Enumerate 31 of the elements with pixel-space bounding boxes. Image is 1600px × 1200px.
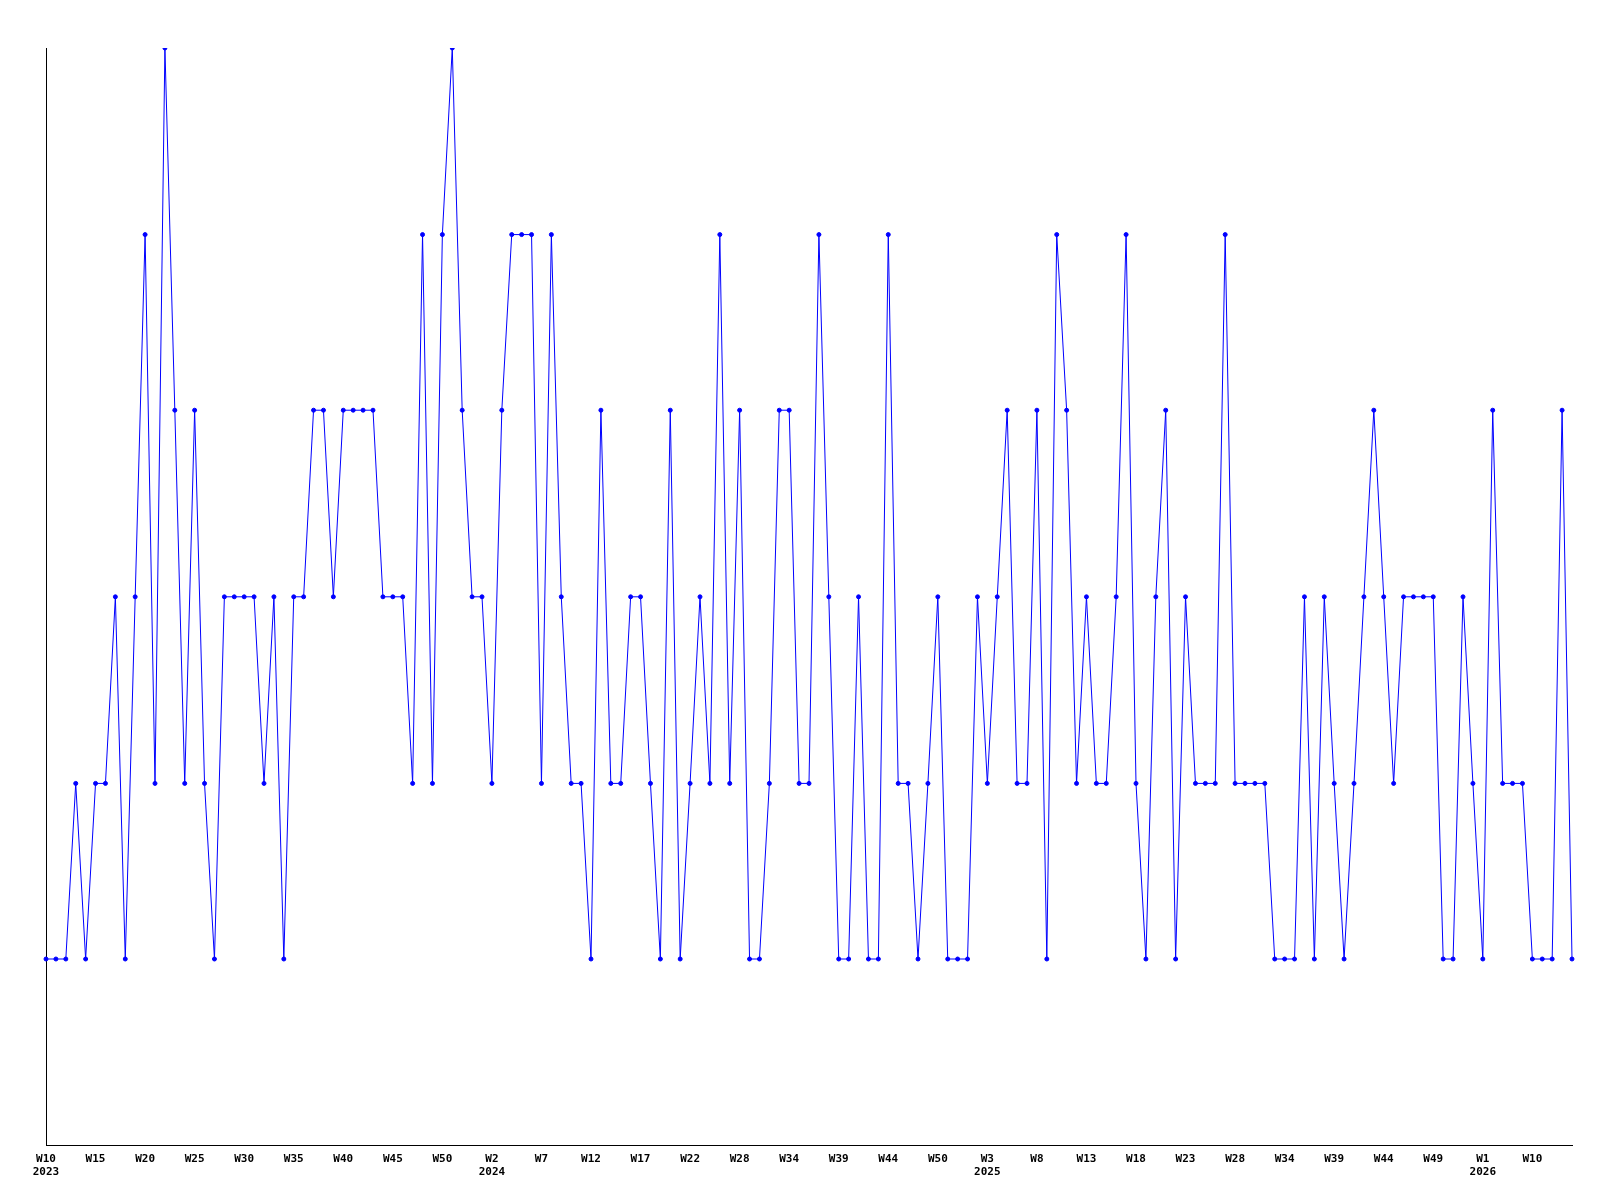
x-tick-label: W30 [234,1152,255,1166]
x-tick-label: W20 [135,1152,156,1166]
x-tick-label: W12 [581,1152,601,1166]
x-tick-label: W50 [927,1152,948,1166]
x-tick-label: W2 2024 [478,1152,506,1179]
x-tick-label: W23 [1175,1152,1196,1166]
x-tick-label: W13 [1076,1152,1097,1166]
x-tick-label: W18 [1126,1152,1146,1166]
x-tick-label: W7 [534,1152,549,1166]
x-tick-label: W35 [283,1152,304,1166]
x-tick-label: W49 [1423,1152,1444,1166]
x-tick-label: W44 [878,1152,899,1166]
x-tick-label: W50 [432,1152,453,1166]
x-tick-label: W28 [1225,1152,1246,1166]
x-tick-label: W22 [680,1152,701,1166]
x-tick-label: W34 [1274,1152,1295,1166]
x-tick-label: W17 [630,1152,651,1166]
x-tick-label: W8 [1030,1152,1044,1166]
x-tick-label: W25 [184,1152,205,1166]
x-tick-label: W10 2023 [32,1152,60,1179]
x-tick-label: W1 2026 [1469,1152,1497,1179]
x-tick-label: W39 [828,1152,849,1166]
x-tick-label: W45 [382,1152,403,1166]
x-tick-label: W40 [333,1152,354,1166]
x-tick-label: W28 [729,1152,750,1166]
x-tick-label: W39 [1324,1152,1345,1166]
x-tick-label: W3 2025 [974,1152,1001,1179]
x-tick-label: W34 [779,1152,800,1166]
x-tick-label: W44 [1373,1152,1395,1166]
x-tick-label: W15 [85,1152,106,1166]
x-tick-label: W10 [1522,1152,1543,1166]
